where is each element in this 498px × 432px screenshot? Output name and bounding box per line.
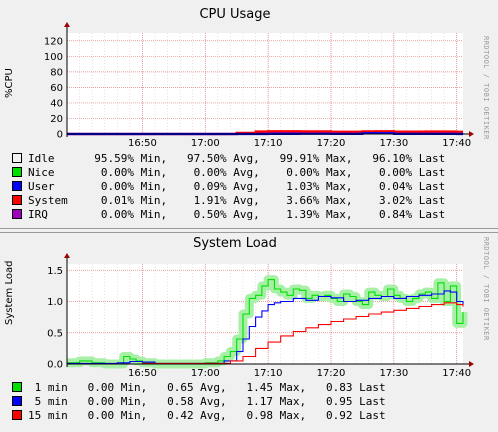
load-legend-swatch [12,410,22,420]
cpu-legend-row: IRQ 0.00% Min, 0.50% Avg, 1.39% Max, 0.8… [12,208,445,222]
load-x-tick-label: 17:20 [317,368,346,379]
cpu-usage-chart: 16:50 17:00 17:10 17:20 17:30 17:40 0 20 40 60 80 1… [44,22,474,149]
load-x-tick-label: 17:00 [191,368,220,379]
load-legend-swatch [12,396,22,406]
cpu-y-tick-label: 80 [50,67,63,78]
load-x-tick-label: 17:10 [254,368,283,379]
cpu-x-tick-label: 17:20 [317,138,346,149]
load-legend: 1 min 0.00 Min, 0.65 Avg, 1.45 Max, 0.83… [12,381,386,423]
load-y-axis-arrow [64,253,70,258]
cpu-x-tick-label: 17:40 [442,138,471,149]
load-y-tick-label: 1.0 [47,297,63,308]
cpu-usage-panel: CPU Usage %CPU RRDTOOL / TOBI OETIKER 16… [0,7,498,229]
cpu-y-axis-arrow [64,22,70,27]
cpu-series-system [67,130,463,136]
cpu-legend-row: User 0.00% Min, 0.09% Avg, 1.03% Max, 0.… [12,180,445,194]
load-x-tick-label: 16:50 [128,368,157,379]
load-legend-row: 1 min 0.00 Min, 0.65 Avg, 1.45 Max, 0.83… [12,381,386,395]
load-x-axis-arrow [469,361,474,367]
load-legend-row: 5 min 0.00 Min, 0.58 Avg, 1.17 Max, 0.95… [12,395,386,409]
cpu-legend-text: IRQ 0.00% Min, 0.50% Avg, 1.39% Max, 0.8… [28,208,446,221]
cpu-y-tick-label: 120 [44,36,63,47]
cpu-legend-row: System 0.01% Min, 1.91% Avg, 3.66% Max, … [12,194,445,208]
cpu-legend-swatch [12,209,22,219]
cpu-legend-swatch [12,195,22,205]
load-legend-text: 1 min 0.00 Min, 0.65 Avg, 1.45 Max, 0.83… [28,381,386,394]
cpu-y-tick-label: 60 [50,83,63,94]
load-y-tick-label: 0.5 [47,328,63,339]
cpu-x-tick-label: 17:00 [191,138,220,149]
load-y-tick-label: 1.5 [47,266,63,277]
load-x-tick-label: 17:30 [379,368,408,379]
cpu-x-tick-label: 16:50 [128,138,157,149]
load-legend-text: 15 min 0.00 Min, 0.42 Avg, 0.98 Max, 0.9… [28,409,386,422]
load-legend-text: 5 min 0.00 Min, 0.58 Avg, 1.17 Max, 0.95… [28,395,386,408]
cpu-y-tick-label: 100 [44,52,63,63]
load-chart-title: System Load [193,236,277,251]
cpu-y-tick-label: 0 [57,130,63,141]
cpu-plot-area [67,33,463,134]
cpu-x-axis-arrow [469,131,474,137]
cpu-legend-row: Idle 95.59% Min, 97.50% Avg, 99.91% Max,… [12,152,445,166]
cpu-chart-title: CPU Usage [199,7,271,22]
load-x-tick-label: 17:40 [442,368,471,379]
cpu-legend: Idle 95.59% Min, 97.50% Avg, 99.91% Max,… [12,152,445,222]
load-legend-swatch [12,382,22,392]
cpu-y-tick-label: 40 [50,98,63,109]
cpu-legend-text: Nice 0.00% Min, 0.00% Avg, 0.00% Max, 0.… [28,166,446,179]
cpu-legend-row: Nice 0.00% Min, 0.00% Avg, 0.00% Max, 0.… [12,166,445,180]
system-load-panel: System Load System Load RRDTOOL / TOBI O… [0,232,498,432]
load-legend-row: 15 min 0.00 Min, 0.42 Avg, 0.98 Max, 0.9… [12,409,386,423]
cpu-legend-text: Idle 95.59% Min, 97.50% Avg, 99.91% Max,… [28,152,446,165]
cpu-legend-swatch [12,153,22,163]
cpu-x-tick-label: 17:30 [379,138,408,149]
system-load-chart: 16:50 17:00 17:10 17:20 17:30 17:40 0.0 0.5 1.0 1… [47,253,474,379]
cpu-legend-swatch [12,167,22,177]
cpu-legend-text: User 0.00% Min, 0.09% Avg, 1.03% Max, 0.… [28,180,446,193]
load-series-15min [67,302,464,365]
load-y-tick-label: 0.0 [47,360,63,371]
cpu-legend-swatch [12,181,22,191]
cpu-legend-text: System 0.01% Min, 1.91% Avg, 3.66% Max, … [28,194,446,207]
cpu-y-tick-label: 20 [50,114,63,125]
cpu-x-tick-label: 17:10 [254,138,283,149]
